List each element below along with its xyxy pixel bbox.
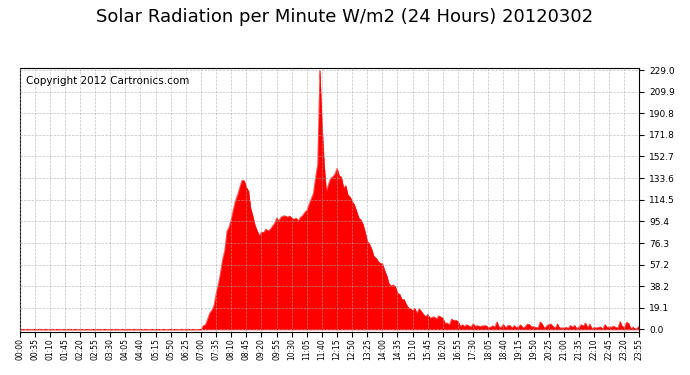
Text: Copyright 2012 Cartronics.com: Copyright 2012 Cartronics.com <box>26 76 189 86</box>
Text: Solar Radiation per Minute W/m2 (24 Hours) 20120302: Solar Radiation per Minute W/m2 (24 Hour… <box>97 8 593 26</box>
